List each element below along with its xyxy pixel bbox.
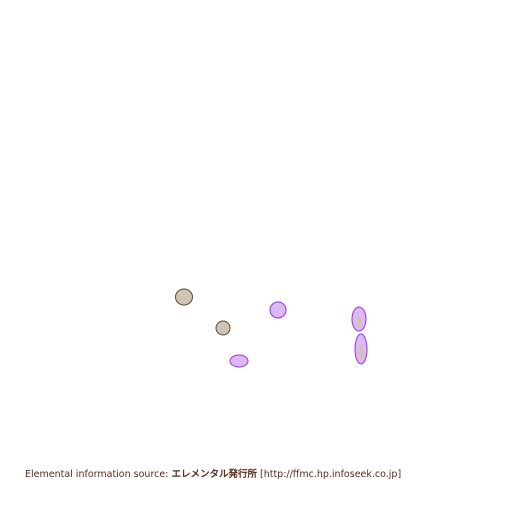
inner-ellipse: [356, 317, 362, 327]
tan-ellipse: [175, 288, 193, 306]
source-note: Elemental information source: エレメンタル発行所 …: [25, 466, 401, 480]
purple-ellipse: [269, 301, 287, 319]
tan-ellipse: [215, 320, 231, 336]
source-label: Elemental information source:: [25, 469, 169, 480]
purple-ellipse: [229, 354, 249, 368]
publisher: エレメンタル発行所: [171, 469, 257, 480]
inner-ellipse: [358, 345, 364, 359]
source-url: [http://ffmc.hp.infoseek.co.jp]: [260, 469, 402, 480]
